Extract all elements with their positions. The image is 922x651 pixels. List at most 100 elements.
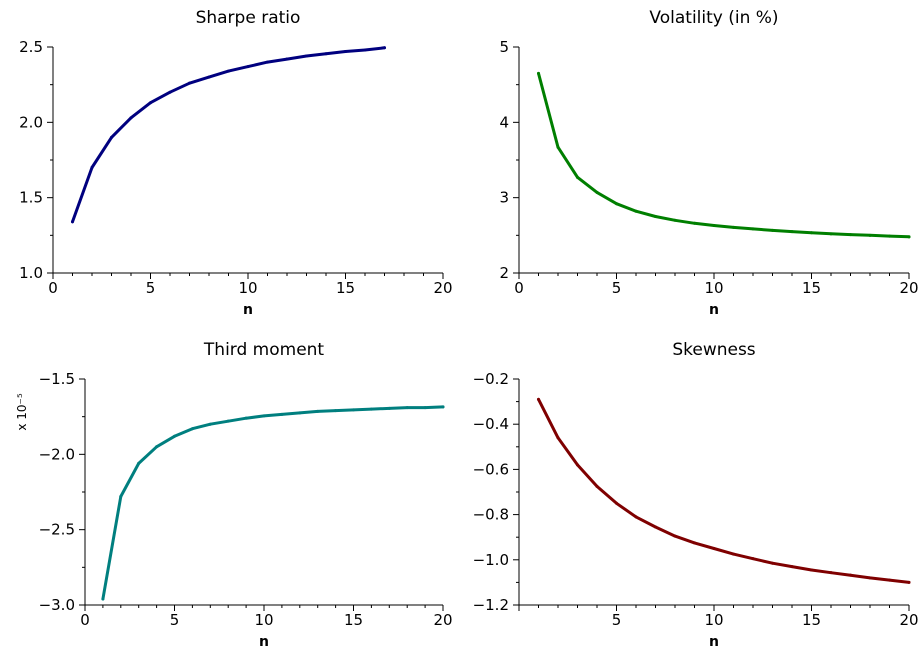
data-point: [654, 215, 657, 218]
data-point: [576, 463, 579, 467]
data-point: [188, 81, 191, 85]
data-point: [168, 90, 172, 94]
data-point: [423, 406, 427, 410]
chart-title: Volatility (in %): [649, 8, 778, 28]
x-tick-label: 5: [612, 611, 622, 629]
x-tick-label: 5: [146, 279, 156, 297]
data-point: [352, 408, 355, 412]
x-tick-label: 20: [433, 611, 452, 629]
data-point: [71, 220, 74, 224]
x-tick-label: 0: [48, 279, 58, 297]
x-tick-label: 15: [344, 611, 363, 629]
chart-title: Third moment: [203, 340, 325, 360]
data-point: [387, 406, 391, 410]
chart-panel-3: Third moment 0 5 10 15 20 −3.0 −2.5 −2.0 −1.5 n x 1…: [15, 340, 453, 650]
data-point: [751, 227, 755, 231]
data-point: [595, 190, 599, 194]
y-axis-multiplier: x 10⁻⁵: [15, 393, 29, 431]
data-point: [537, 397, 540, 401]
data-point: [90, 166, 94, 170]
chart-title: Skewness: [672, 340, 755, 360]
data-point: [849, 573, 852, 577]
data-point: [829, 232, 833, 236]
y-tick-label: −1.0: [473, 551, 509, 569]
x-tick-label: 15: [336, 279, 355, 297]
data-point: [383, 46, 386, 50]
data-point: [673, 218, 677, 222]
y-tick-label: −0.6: [473, 460, 509, 478]
x-tick-label: 5: [170, 611, 180, 629]
data-point: [226, 419, 230, 423]
data-point: [405, 406, 409, 410]
data-point: [129, 116, 133, 120]
y-tick-label: −2.5: [39, 521, 75, 539]
y-tick-label: −0.2: [473, 370, 509, 388]
x-axis-label: n: [709, 302, 719, 318]
y-tick-label: 4: [499, 113, 509, 131]
y-tick-label: 2: [499, 264, 509, 282]
data-point: [790, 230, 794, 234]
data-point: [119, 495, 123, 499]
data-point: [673, 534, 677, 538]
data-point: [693, 221, 696, 225]
data-point: [771, 228, 774, 232]
data-point: [190, 427, 194, 431]
x-tick-label: 10: [704, 279, 723, 297]
data-point: [732, 552, 735, 556]
data-point: [207, 75, 211, 79]
data-point: [868, 576, 872, 580]
chart-panel-2: Volatility (in %) 0 5 10 15 20 2 3 4 5 n: [499, 8, 918, 318]
x-tick-label: 10: [704, 611, 723, 629]
y-tick-label: −0.8: [473, 506, 509, 524]
data-point: [285, 57, 289, 61]
x-tick-label: 15: [802, 279, 821, 297]
data-point: [101, 597, 105, 601]
y-tick-label: 2.5: [19, 38, 43, 56]
data-point: [868, 233, 872, 237]
data-point: [751, 557, 755, 561]
data-point: [810, 568, 813, 572]
data-point: [712, 547, 716, 550]
y-tick-label: −0.4: [473, 415, 509, 433]
data-point: [334, 409, 338, 413]
y-tick-label: 3: [499, 189, 509, 207]
data-point: [246, 65, 250, 69]
data-point: [556, 436, 560, 440]
data-point: [266, 60, 269, 64]
x-axis-label: n: [259, 634, 269, 650]
y-tick-label: 2.0: [19, 113, 43, 131]
data-point: [849, 233, 852, 237]
data-point: [149, 101, 152, 105]
data-point: [615, 202, 618, 206]
data-point: [137, 461, 141, 465]
data-point: [208, 422, 212, 426]
series-line: [537, 397, 911, 584]
data-point: [771, 561, 774, 565]
data-point: [441, 405, 445, 409]
y-tick-label: −3.0: [39, 596, 75, 614]
y-tick-label: −1.2: [473, 596, 509, 614]
data-point: [829, 571, 833, 575]
data-point: [888, 578, 891, 582]
data-point: [615, 501, 618, 505]
series-line: [101, 405, 445, 601]
chart-panel-4: Skewness 5 10 15 20 −1.2 −1.0 −0.8 −0.6 −0.4 −0.2 n: [473, 340, 919, 650]
y-tick-label: 1.0: [19, 264, 43, 282]
y-tick-label: −2.0: [39, 445, 75, 463]
data-point: [790, 565, 794, 569]
data-point: [576, 175, 579, 179]
x-axis-label: n: [709, 634, 719, 650]
x-tick-label: 5: [612, 279, 622, 297]
x-tick-label: 15: [802, 611, 821, 629]
data-point: [262, 414, 266, 418]
series-line: [537, 71, 911, 239]
x-tick-label: 10: [238, 279, 257, 297]
data-point: [888, 234, 891, 238]
data-point: [363, 48, 367, 52]
data-point: [732, 225, 735, 229]
data-point: [280, 412, 284, 416]
data-point: [712, 224, 716, 228]
x-tick-label: 20: [899, 611, 918, 629]
data-point: [155, 445, 159, 449]
